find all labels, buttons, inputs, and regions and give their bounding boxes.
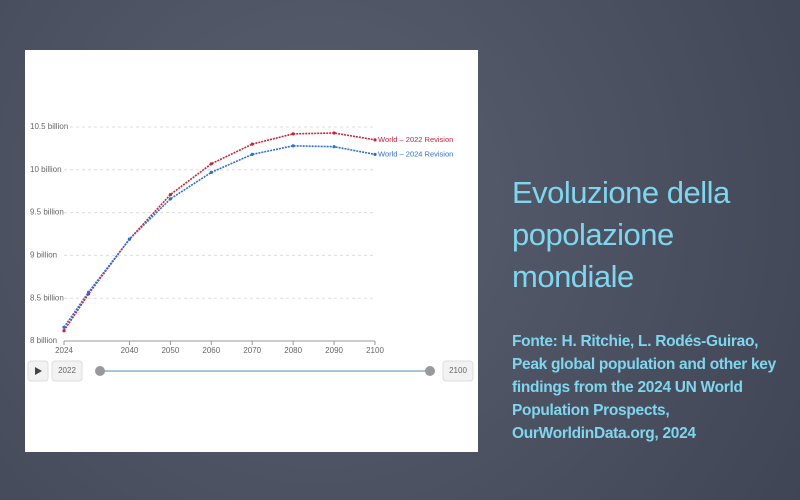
point bbox=[62, 329, 66, 333]
point bbox=[332, 131, 336, 135]
timeline-start-box bbox=[51, 360, 83, 382]
y-tick-label: 9 billion bbox=[30, 251, 57, 260]
y-tick-label: 10 billion bbox=[30, 165, 62, 174]
slide-source: Fonte: H. Ritchie, L. Rodés-Guirao, Peak… bbox=[512, 333, 776, 442]
point bbox=[209, 170, 213, 174]
point bbox=[168, 197, 172, 201]
timeline-handle[interactable] bbox=[425, 366, 435, 376]
x-tick-label: 2050 bbox=[161, 346, 179, 355]
y-tick-label: 8.5 billion bbox=[30, 293, 64, 302]
x-tick-label: 2090 bbox=[325, 346, 343, 355]
point bbox=[62, 325, 66, 329]
x-tick-label: 2024 bbox=[55, 346, 73, 355]
slide-title: Evoluzione della popolazione mondiale bbox=[512, 175, 730, 294]
timeline-end: 2100 bbox=[449, 366, 467, 375]
series-line bbox=[63, 145, 376, 328]
series-label: World – 2022 Revision bbox=[378, 135, 453, 144]
x-tick-label: 2100 bbox=[366, 346, 384, 355]
point bbox=[250, 152, 254, 156]
chart-panel bbox=[25, 50, 478, 452]
y-tick-label: 9.5 billion bbox=[30, 208, 64, 217]
x-tick-label: 2080 bbox=[284, 346, 302, 355]
point bbox=[250, 142, 254, 146]
series-line bbox=[63, 132, 376, 332]
point bbox=[291, 144, 295, 148]
point bbox=[86, 290, 91, 294]
timeline-handle[interactable] bbox=[95, 366, 105, 376]
timeline-start: 2022 bbox=[58, 366, 76, 375]
series-label: World – 2024 Revision bbox=[378, 149, 453, 158]
timeline-end-box bbox=[442, 360, 474, 382]
point bbox=[373, 138, 377, 142]
point bbox=[373, 152, 377, 156]
x-tick-label: 2040 bbox=[121, 346, 139, 355]
x-tick-label: 2060 bbox=[202, 346, 220, 355]
point bbox=[168, 193, 172, 197]
y-tick-label: 8 billion bbox=[30, 336, 57, 345]
play-icon bbox=[35, 367, 42, 375]
point bbox=[291, 132, 295, 136]
point bbox=[127, 237, 132, 241]
y-tick-label: 10.5 billion bbox=[30, 122, 68, 131]
point bbox=[332, 145, 336, 149]
x-tick-label: 2070 bbox=[243, 346, 261, 355]
point bbox=[209, 162, 213, 166]
